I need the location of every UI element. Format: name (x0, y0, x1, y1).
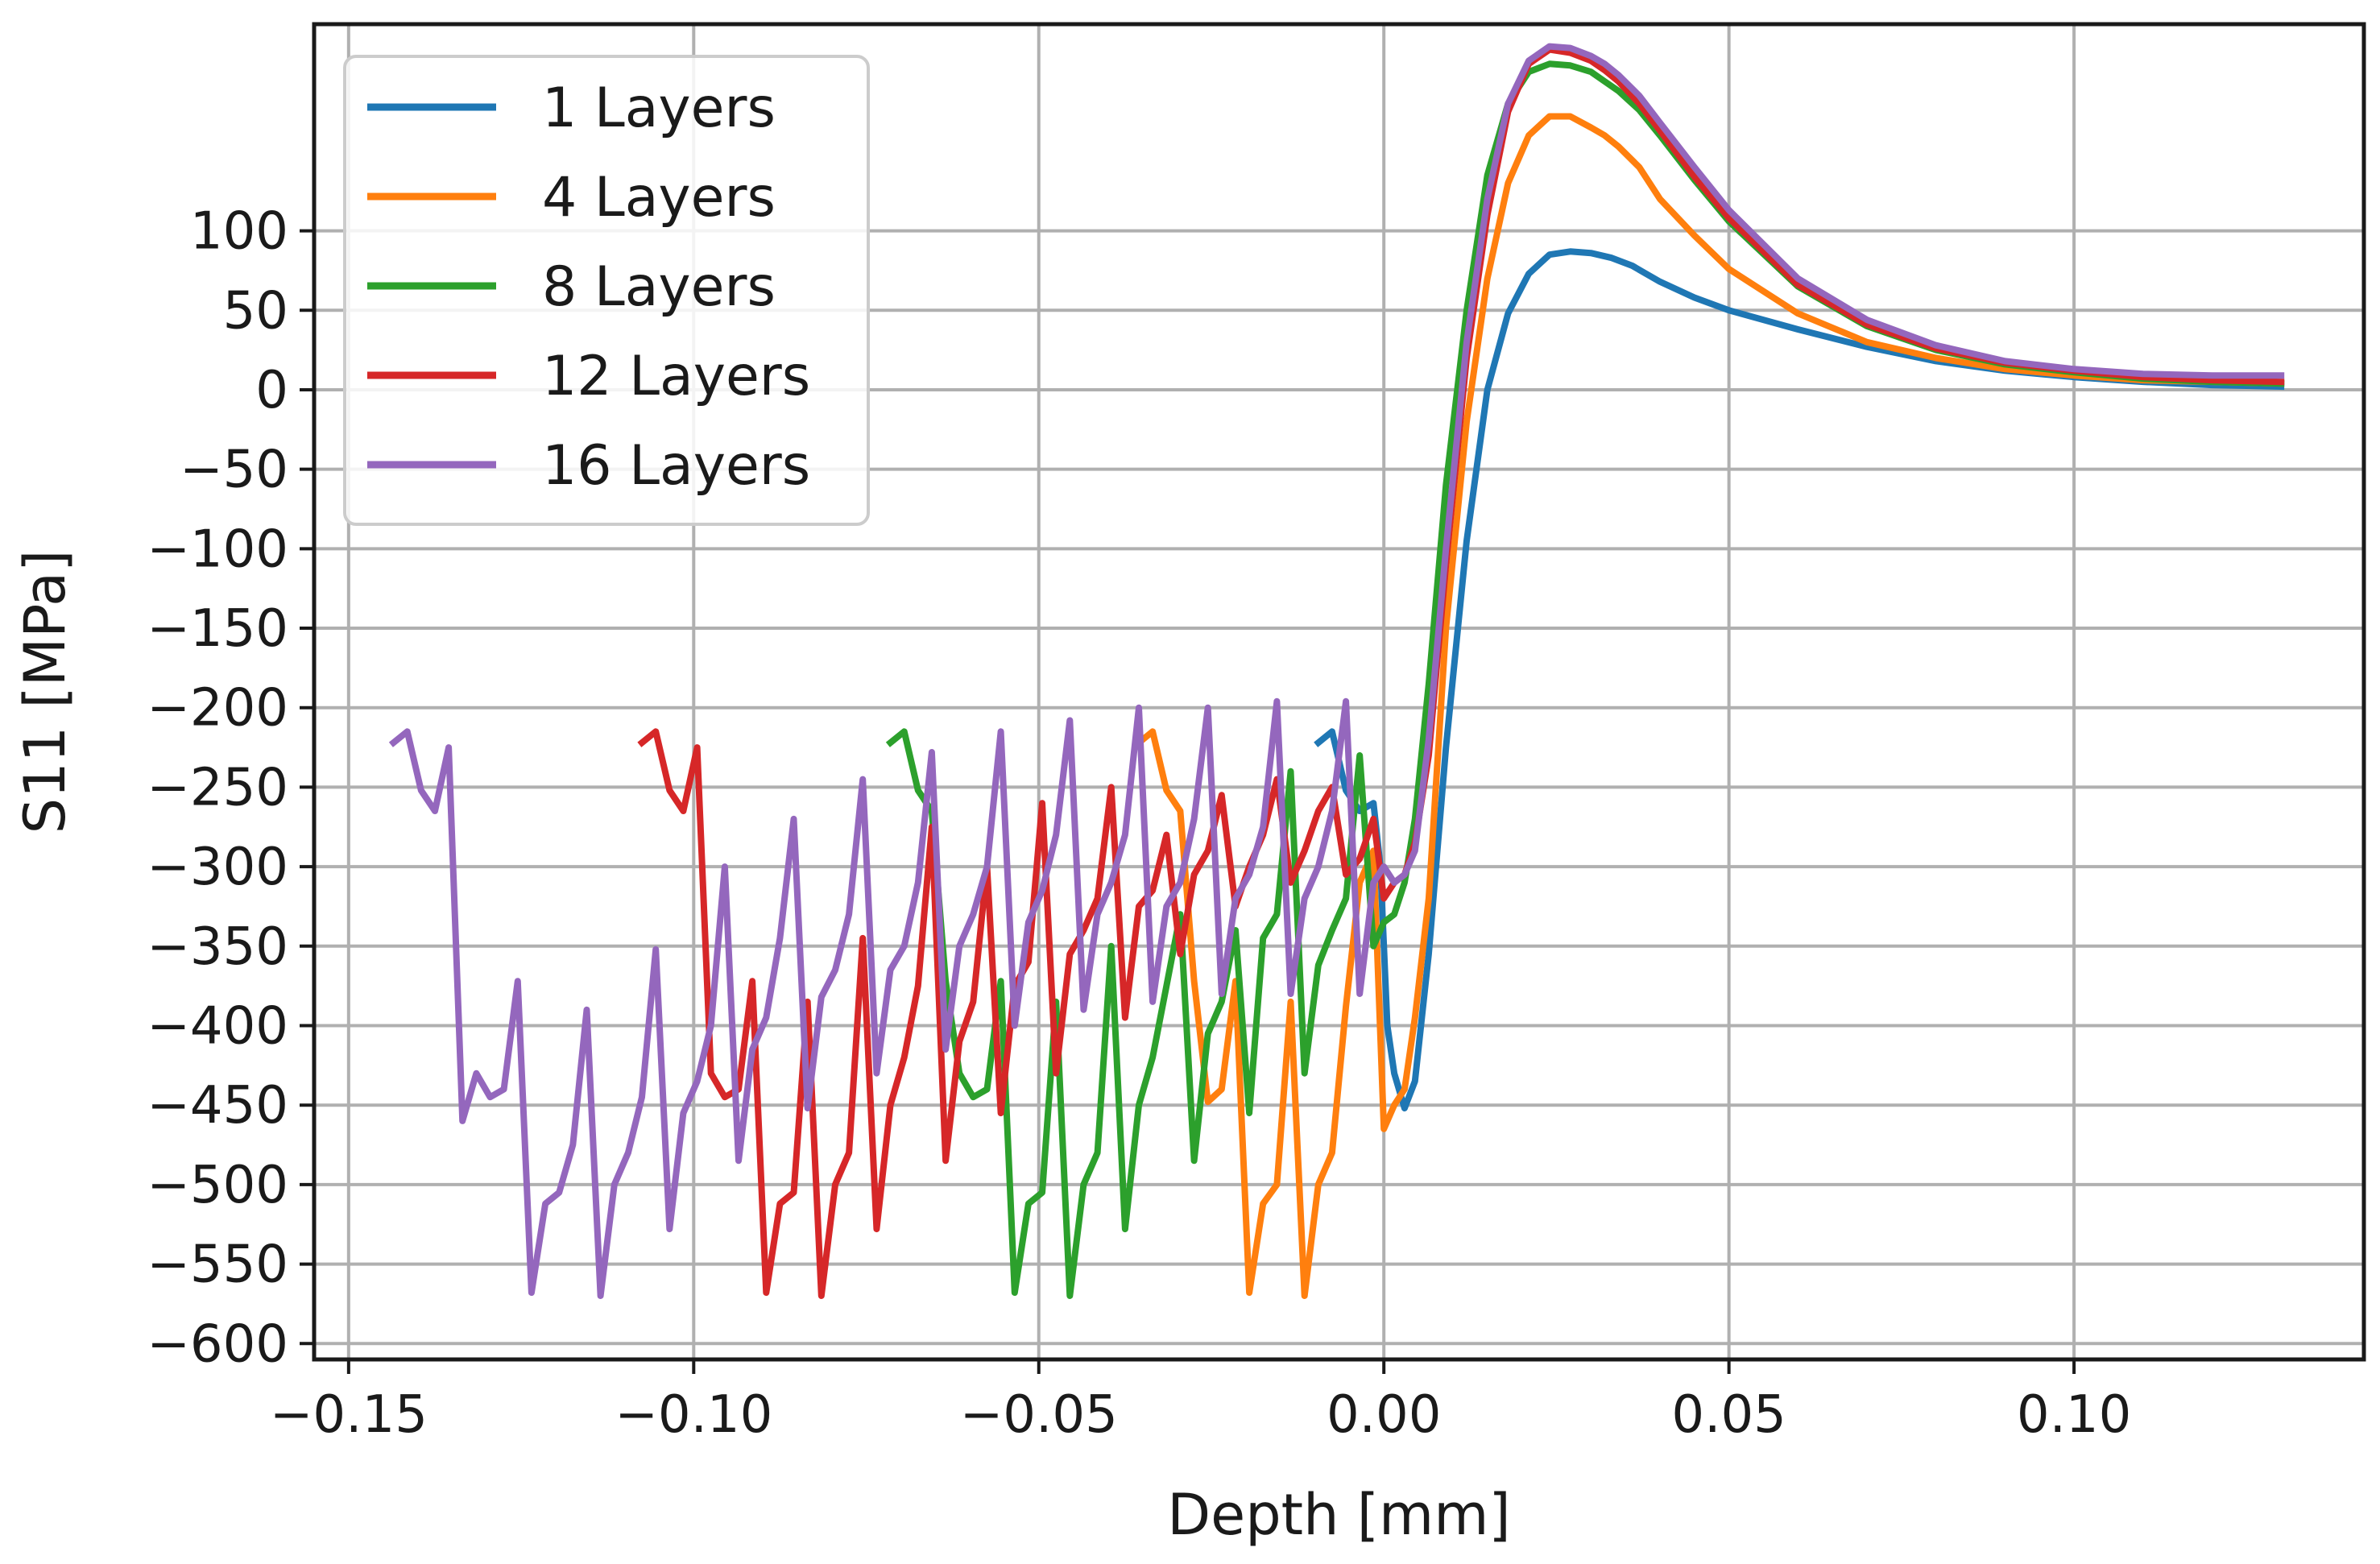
series-line-2 (1134, 113, 2285, 1299)
x-tick-label: 0.00 (1327, 1385, 1442, 1445)
legend-box (343, 55, 870, 526)
legend-label: 8 Layers (542, 255, 776, 319)
series-line-4 (637, 46, 2285, 1299)
y-tick-label: −550 (147, 1235, 288, 1295)
y-tick-label: 100 (190, 202, 288, 262)
legend: 1 Layers 4 Layers 8 Layers 12 Layers 16 Laye… (343, 55, 870, 526)
plot-frame (312, 22, 2366, 1362)
y-tick-label: −350 (147, 917, 288, 977)
x-tick-label: −0.10 (615, 1385, 772, 1445)
legend-label: 4 Layers (542, 166, 776, 230)
y-tick-label: −300 (147, 838, 288, 897)
x-tick-label: 0.05 (1671, 1385, 1786, 1445)
y-tick-label: −500 (147, 1156, 288, 1215)
y-tick-label: 50 (223, 281, 288, 341)
y-tick-label: −600 (147, 1314, 288, 1374)
series-line-5 (388, 43, 2285, 1299)
series-line-3 (885, 60, 2285, 1299)
y-tick-label: −100 (147, 519, 288, 579)
y-tick-label: 0 (255, 361, 288, 420)
legend-label: 12 Layers (542, 345, 810, 408)
plot-lines (388, 43, 2285, 1299)
y-tick-label: −150 (147, 599, 288, 659)
x-axis-label: Depth [mm] (1167, 1482, 1510, 1548)
legend-label: 1 Layers (542, 77, 776, 140)
y-axis-label: S11 [MPa] (12, 550, 78, 834)
x-tick-label: −0.05 (960, 1385, 1118, 1445)
legend-label: 16 Layers (542, 434, 810, 498)
y-tick-label: −450 (147, 1076, 288, 1136)
y-tick-label: −200 (147, 679, 288, 739)
y-tick-label: −50 (180, 441, 288, 500)
x-tick-label: 0.10 (2017, 1385, 2132, 1445)
x-tick-label: −0.15 (270, 1385, 428, 1445)
y-tick-label: −400 (147, 997, 288, 1057)
ticks: −0.15 −0.10 −0.05 0.00 0.05 0.10 100 50 0 −50 −100… (147, 202, 2131, 1445)
y-tick-label: −250 (147, 758, 288, 817)
